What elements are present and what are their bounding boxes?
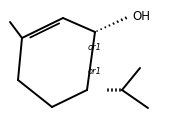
Text: or1: or1 [88,67,102,77]
Text: OH: OH [132,11,150,23]
Text: or1: or1 [88,43,102,51]
